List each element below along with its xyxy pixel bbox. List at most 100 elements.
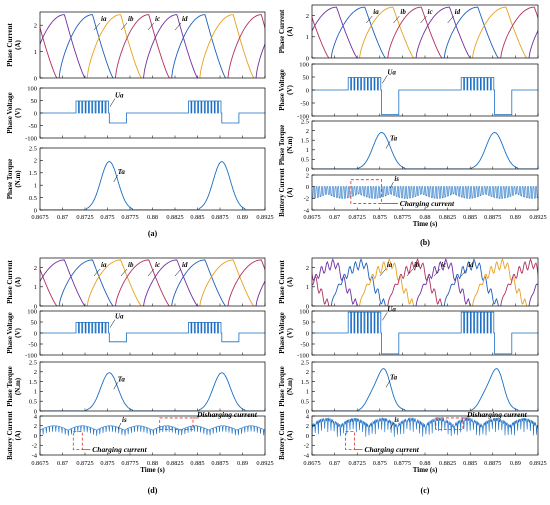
- y-axis-unit: (V): [286, 84, 294, 94]
- series-label-Ua: Ua: [115, 92, 124, 100]
- subplot-1: -100 -50 0 50 100 Phase Voltage (V) Ua: [6, 85, 266, 142]
- series-label-Ta: Ta: [390, 134, 398, 142]
- phase-torque-trace: [40, 161, 265, 210]
- phase-current-id: [227, 259, 265, 306]
- y-axis-unit: (N.m): [14, 170, 22, 188]
- plot-area: [312, 311, 538, 355]
- label-arrow: [447, 15, 454, 24]
- phase-current-id: [500, 258, 538, 306]
- battery-current-trace: [312, 186, 538, 199]
- x-tick-label: 0.88: [419, 460, 430, 467]
- label-arrow: [382, 75, 388, 84]
- phase-current-ib: [330, 258, 386, 306]
- annotation-charging: Charging current: [400, 199, 455, 208]
- x-tick-label: 0.8825: [166, 460, 183, 467]
- label-arrow: [174, 268, 182, 277]
- series-label-Ta: Ta: [118, 375, 126, 383]
- y-axis-label: Phase Current: [6, 260, 14, 304]
- x-tick-label: 0.875: [373, 460, 387, 467]
- phase-current-ia: [40, 259, 86, 306]
- phase-torque-trace: [312, 368, 538, 411]
- y-tick-label: 0.5: [29, 399, 37, 406]
- y-axis-unit: (A): [286, 26, 294, 36]
- x-tick-label: 0.875: [373, 214, 387, 221]
- y-tick-label: 1: [34, 49, 37, 56]
- series-label-ia: ia: [387, 261, 393, 269]
- series-label-Ua: Ua: [387, 68, 396, 76]
- label-arrow: [174, 22, 182, 31]
- phase-current-ia: [40, 14, 86, 78]
- phase-current-ib: [443, 258, 499, 306]
- y-tick-label: 50: [303, 319, 310, 326]
- y-axis-label: Battery Current: [278, 168, 286, 217]
- series-label-ic: ic: [155, 15, 160, 23]
- label-arrow: [109, 319, 116, 328]
- subplot-2: 0 0.5 1 1.5 2 2.5 Phase Torque(N.m) Ta: [278, 118, 539, 173]
- plot-area: [312, 416, 538, 438]
- x-tick-label: 0.875: [100, 460, 114, 467]
- label-arrow: [93, 268, 101, 277]
- y-tick-label: 2: [34, 423, 37, 430]
- battery-current-trace: [312, 416, 538, 438]
- y-tick-label: -4: [304, 452, 310, 459]
- y-tick-label: 2.5: [301, 118, 309, 125]
- y-tick-label: 0: [34, 330, 37, 337]
- x-axis-label: Time (s): [413, 220, 438, 228]
- phase-current-ib: [171, 259, 226, 306]
- y-tick-label: -50: [300, 341, 309, 348]
- y-axis-unit: (N.m): [14, 377, 22, 395]
- y-axis-label: Phase Torque: [6, 159, 14, 200]
- subplot-0: 0 1 2 Phase Current (A) ia ib ic id: [278, 4, 539, 62]
- x-tick-label: 0.8875: [484, 214, 501, 221]
- x-tick-label: 0.885: [463, 214, 477, 221]
- phase-current-ic: [472, 258, 528, 306]
- phase-current-id: [114, 14, 170, 78]
- y-axis-unit: (A): [286, 430, 294, 440]
- y-tick-label: -100: [297, 113, 309, 120]
- label-arrow: [461, 268, 468, 277]
- x-tick-label: 0.8925: [256, 460, 273, 467]
- series-label-is: is: [394, 416, 399, 424]
- plot-area: [40, 259, 265, 306]
- y-axis-label: Phase Voltage: [6, 92, 14, 133]
- label-arrow: [379, 268, 387, 277]
- y-tick-label: 0: [34, 433, 37, 440]
- phase-current-id: [40, 26, 58, 78]
- discharging-highlight-box: [435, 417, 464, 431]
- label-arrow: [117, 422, 122, 430]
- axes-frame: [39, 361, 266, 412]
- series-label-ia: ia: [101, 15, 107, 23]
- y-tick-label: 0: [306, 166, 309, 173]
- label-arrow: [93, 22, 101, 31]
- phase-torque-trace: [40, 372, 265, 411]
- y-tick-label: 1: [306, 147, 309, 154]
- y-axis-unit: (V): [14, 327, 22, 337]
- y-axis-label: Phase Current: [278, 260, 286, 304]
- x-tick-label: 0.8925: [529, 214, 546, 221]
- subplot-2: 0 0.5 1 1.5 2 2.5 Phase Torque(N.m) Ta: [278, 359, 539, 415]
- series-label-ib: ib: [414, 261, 420, 269]
- y-tick-label: -100: [297, 352, 309, 359]
- subplot-0: 0 1 2 Phase Current (A) ia ib ic id: [6, 11, 266, 82]
- y-tick-label: 0: [34, 75, 37, 82]
- phase-current-ia: [143, 14, 198, 78]
- x-tick-label: 0.8675: [303, 214, 320, 221]
- x-tick-label: 0.8825: [166, 214, 183, 221]
- y-axis-unit: (A): [14, 276, 22, 286]
- y-axis-label: Phase Torque: [6, 366, 14, 407]
- series-label-ib: ib: [400, 8, 406, 16]
- x-tick-label: 0.88: [147, 214, 158, 221]
- series-label-ia: ia: [373, 8, 379, 16]
- y-tick-label: 1: [306, 34, 309, 41]
- phase-voltage-trace: [40, 100, 265, 124]
- label-arrow: [113, 382, 118, 390]
- y-axis-label: Phase Current: [6, 23, 14, 67]
- y-tick-label: -50: [28, 123, 37, 130]
- subplot-1: -100 -50 0 50 100 Phase Voltage (V) Ua: [6, 308, 266, 359]
- plot-area: [40, 14, 265, 78]
- phase-current-id: [114, 259, 170, 306]
- phase-current-ic: [199, 259, 255, 306]
